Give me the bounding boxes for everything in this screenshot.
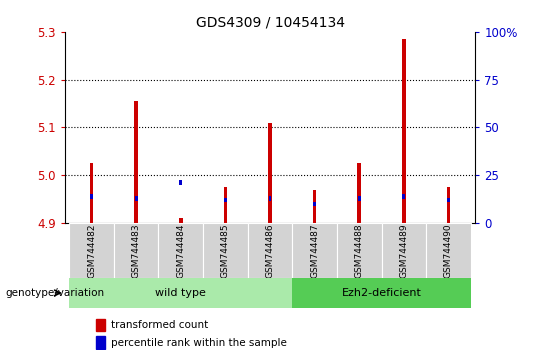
Bar [96, 319, 105, 331]
Bar [134, 101, 138, 223]
Bar [69, 278, 292, 308]
Text: GDS4309 / 10454134: GDS4309 / 10454134 [195, 16, 345, 30]
Text: wild type: wild type [156, 288, 206, 298]
Text: percentile rank within the sample: percentile rank within the sample [111, 338, 287, 348]
Bar [426, 223, 471, 278]
Bar [357, 163, 361, 223]
Text: GSM744487: GSM744487 [310, 223, 319, 278]
Text: genotype/variation: genotype/variation [5, 288, 105, 298]
Text: GSM744490: GSM744490 [444, 223, 453, 278]
Bar [203, 223, 248, 278]
Text: GSM744483: GSM744483 [132, 223, 141, 278]
Text: GSM744489: GSM744489 [399, 223, 408, 278]
Bar [248, 223, 292, 278]
Bar [268, 122, 272, 223]
Bar [158, 223, 203, 278]
Text: GSM744488: GSM744488 [355, 223, 364, 278]
Text: GSM744484: GSM744484 [176, 223, 185, 278]
Bar [69, 223, 114, 278]
Bar [179, 218, 183, 223]
Bar [402, 39, 406, 223]
Bar [224, 187, 227, 223]
Bar [269, 196, 271, 201]
Text: GSM744485: GSM744485 [221, 223, 230, 278]
Bar [447, 198, 450, 202]
Bar [179, 181, 182, 185]
Bar [292, 223, 337, 278]
Bar [358, 196, 361, 201]
Bar [135, 196, 138, 201]
Bar [96, 336, 105, 349]
Text: GSM744482: GSM744482 [87, 223, 96, 278]
Bar [90, 194, 93, 199]
Text: transformed count: transformed count [111, 320, 208, 330]
Text: Ezh2-deficient: Ezh2-deficient [342, 288, 421, 298]
Bar [337, 223, 382, 278]
Bar [292, 278, 471, 308]
Bar [402, 194, 405, 199]
Bar [313, 201, 316, 206]
Text: GSM744486: GSM744486 [266, 223, 274, 278]
Bar [114, 223, 158, 278]
Bar [382, 223, 426, 278]
Bar [313, 190, 316, 223]
Bar [447, 187, 450, 223]
Bar [90, 163, 93, 223]
Bar [224, 198, 227, 202]
